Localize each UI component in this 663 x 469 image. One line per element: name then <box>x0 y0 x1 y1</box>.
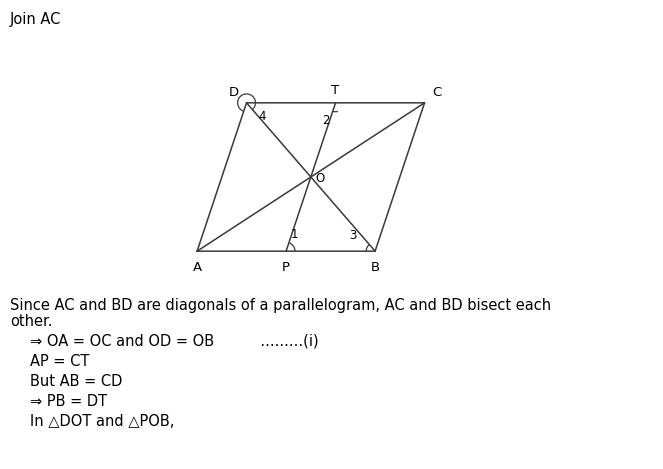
Text: 4: 4 <box>259 110 266 123</box>
Text: O: O <box>316 173 325 185</box>
Text: P: P <box>282 261 290 274</box>
Text: other.: other. <box>10 314 52 329</box>
Text: But AB = CD: But AB = CD <box>30 374 123 389</box>
Text: A: A <box>192 261 202 274</box>
Text: ⇒ OA = OC and OD = OB          .........(i): ⇒ OA = OC and OD = OB .........(i) <box>30 333 319 348</box>
Text: 3: 3 <box>349 229 357 242</box>
Text: 2: 2 <box>322 114 330 127</box>
Text: C: C <box>432 86 442 99</box>
Text: ⇒ PB = DT: ⇒ PB = DT <box>30 394 107 409</box>
Text: In △DOT and △POB,: In △DOT and △POB, <box>30 414 174 429</box>
Text: Since AC and BD are diagonals of a parallelogram, AC and BD bisect each: Since AC and BD are diagonals of a paral… <box>10 298 551 313</box>
Text: 1: 1 <box>290 228 298 241</box>
Text: D: D <box>229 86 239 99</box>
Text: B: B <box>371 261 380 274</box>
Text: T: T <box>332 84 339 97</box>
Text: AP = CT: AP = CT <box>30 354 90 369</box>
Text: Join AC: Join AC <box>10 12 61 27</box>
